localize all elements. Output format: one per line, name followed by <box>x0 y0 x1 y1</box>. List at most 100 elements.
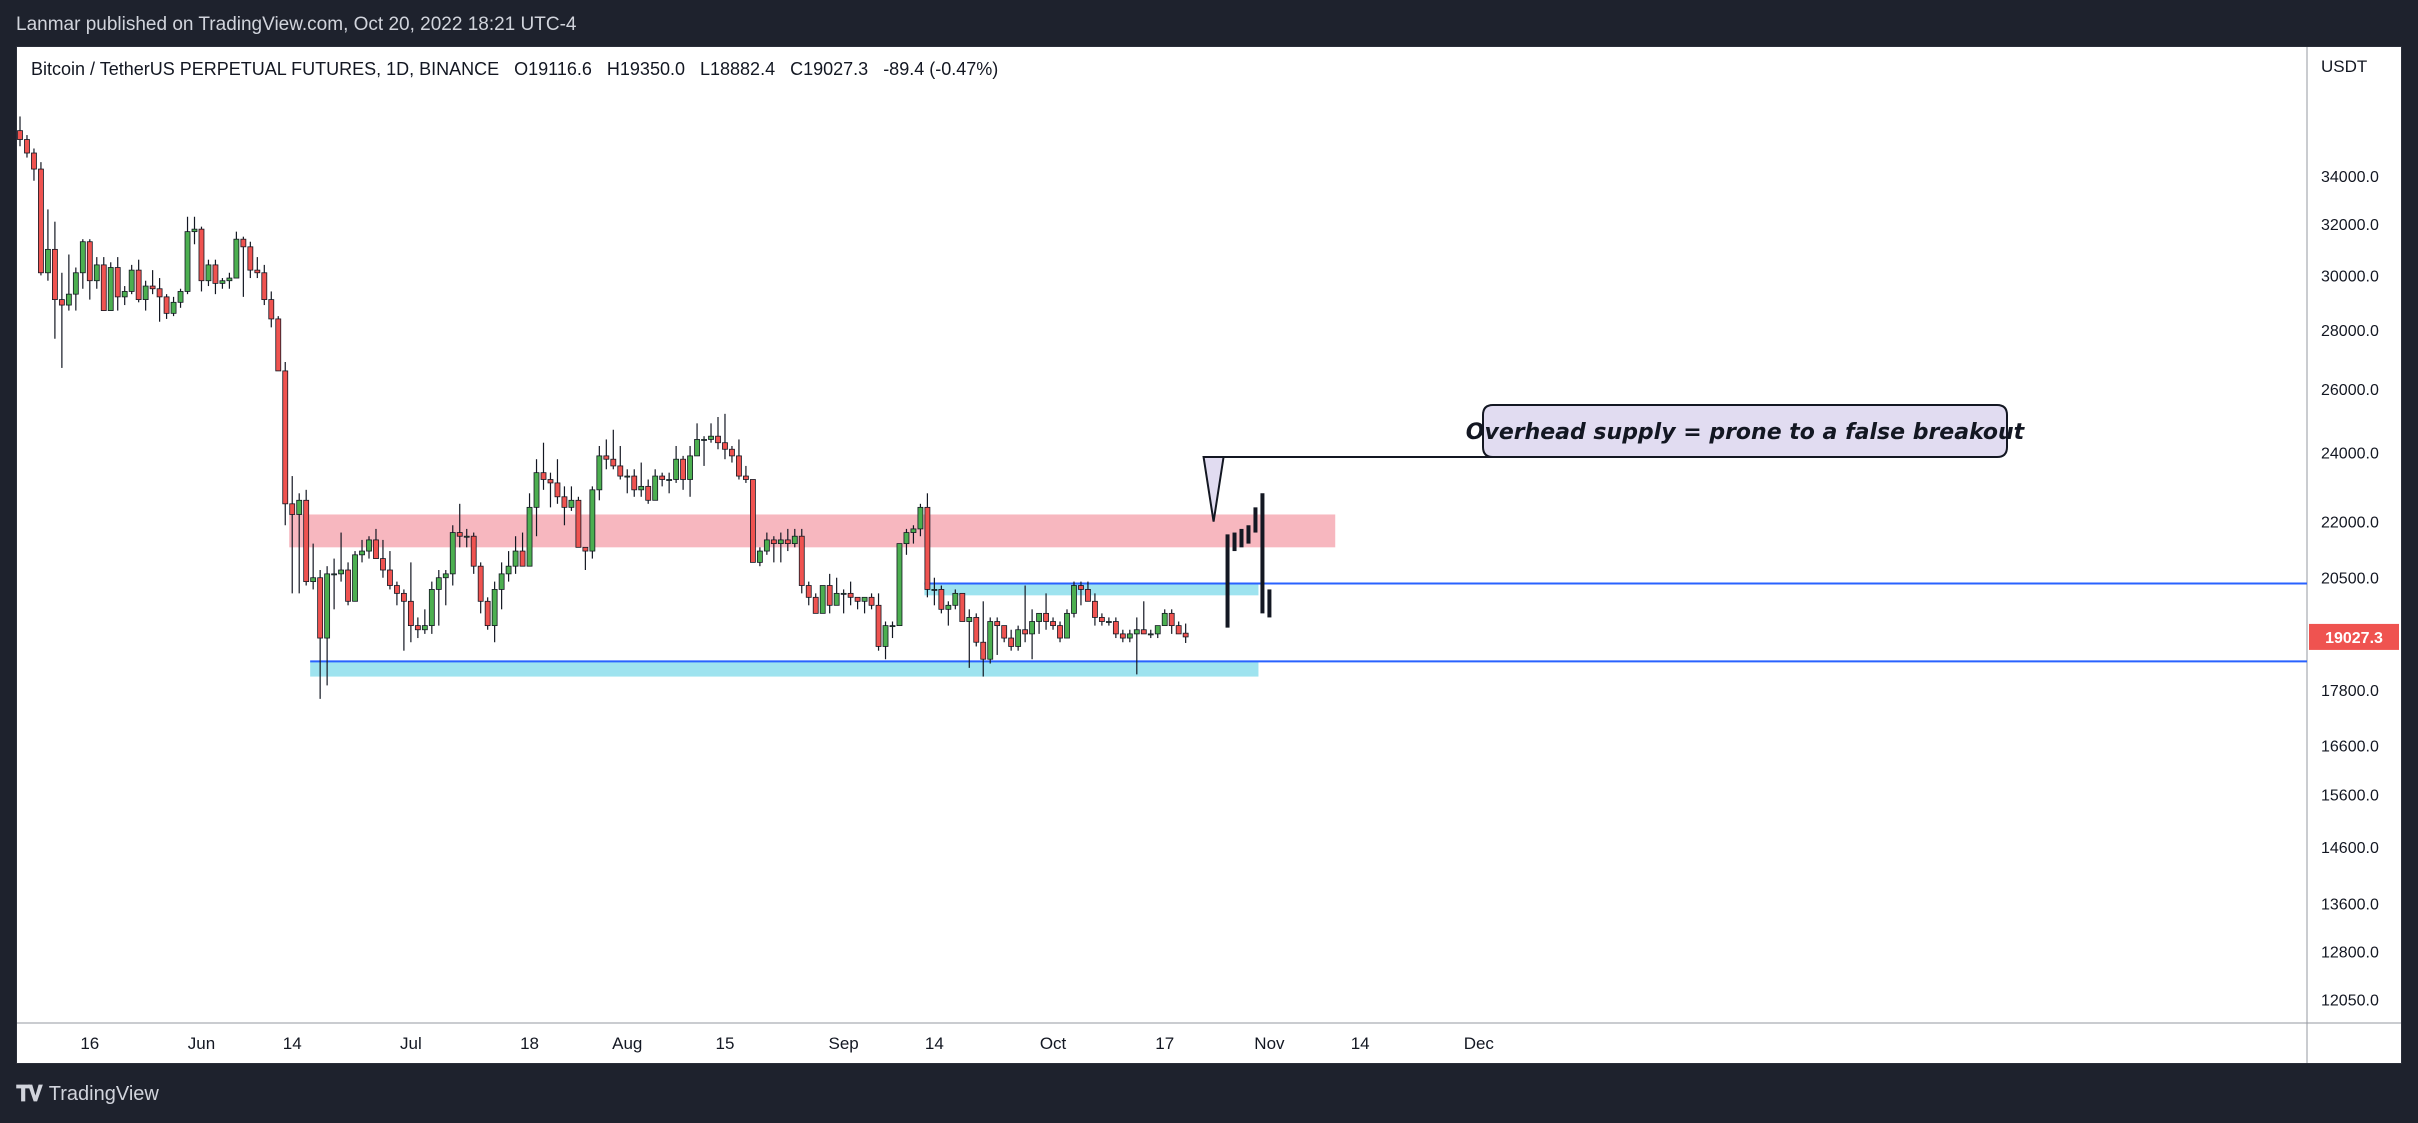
candle <box>373 528 379 559</box>
candle <box>519 532 526 567</box>
candle-body <box>882 625 889 647</box>
candle <box>317 570 324 699</box>
last-price-label: 19027.3 <box>2325 630 2383 647</box>
candle <box>359 539 365 563</box>
candle <box>470 532 477 574</box>
candle <box>805 581 812 606</box>
candle <box>582 546 589 571</box>
candle-body <box>254 269 261 274</box>
candle <box>533 459 540 537</box>
candle <box>226 272 233 289</box>
candle <box>652 469 659 501</box>
candle-body <box>526 506 533 567</box>
candle-body <box>121 291 128 298</box>
candle <box>1050 617 1056 630</box>
candle <box>463 528 470 548</box>
candle-body <box>770 539 777 545</box>
supply-zone <box>289 514 1336 548</box>
candle-body <box>463 535 470 538</box>
candle-body <box>240 238 247 248</box>
candle-body <box>854 596 861 602</box>
tradingview-logo[interactable]: 𝐓𝐕 TradingView <box>16 1081 159 1106</box>
candle <box>938 585 945 614</box>
candle <box>987 617 994 664</box>
time-axis-panel[interactable] <box>17 1023 2401 1063</box>
candle-body <box>896 543 903 627</box>
candle-body <box>645 485 652 501</box>
candle-body <box>1147 633 1154 636</box>
candle-body <box>666 479 673 481</box>
candle-body <box>1078 585 1084 590</box>
time-tick-label: 15 <box>716 1034 735 1053</box>
candle <box>798 528 805 594</box>
published-header: Lanmar published on TradingView.com, Oct… <box>0 0 2418 46</box>
candle <box>177 288 184 308</box>
candle <box>826 573 833 614</box>
zones-layer <box>289 514 2307 677</box>
candle <box>666 472 673 494</box>
price-axis-panel[interactable] <box>2307 47 2401 1023</box>
candle-body <box>282 370 289 505</box>
candle <box>791 528 798 548</box>
candle-body <box>128 269 135 292</box>
candle <box>980 601 987 677</box>
candle <box>854 596 861 610</box>
candle-body <box>149 285 156 290</box>
candle <box>17 116 23 147</box>
chart-panel[interactable]: Overhead supply = prone to a false break… <box>16 46 2402 1064</box>
candle <box>1126 629 1133 643</box>
candle-body <box>708 435 714 440</box>
candle-body <box>910 528 917 533</box>
candle <box>715 416 721 450</box>
candle <box>777 532 784 563</box>
candle-body <box>1015 629 1022 647</box>
candle <box>547 472 554 508</box>
candle-body <box>331 573 338 576</box>
candle <box>156 278 163 322</box>
candle <box>868 593 875 610</box>
time-tick-label: 14 <box>283 1034 302 1053</box>
candle <box>1161 609 1168 627</box>
candle-body <box>303 499 310 583</box>
candle <box>624 469 631 494</box>
candle-body <box>45 248 51 274</box>
candle-body <box>722 442 728 450</box>
candle-body <box>142 285 149 300</box>
demand-zone <box>310 661 1259 677</box>
candle-body <box>1126 633 1133 639</box>
candle-body <box>638 485 645 491</box>
candle <box>435 570 442 626</box>
candle <box>93 257 100 289</box>
candle-body <box>994 621 1001 627</box>
candle-body <box>589 489 596 552</box>
candle <box>959 592 966 622</box>
callout-bubble[interactable] <box>1202 404 2008 522</box>
candle <box>763 532 770 555</box>
candle-body <box>366 539 372 552</box>
candle <box>456 503 463 548</box>
candle <box>1168 609 1175 634</box>
candle <box>380 539 386 578</box>
candle-body <box>505 565 512 575</box>
price-tick-label: 26000.0 <box>2321 382 2379 399</box>
candle <box>52 221 58 339</box>
candle-body <box>924 506 931 590</box>
candle <box>38 162 44 276</box>
candle <box>324 566 331 686</box>
candle-body <box>1064 612 1070 639</box>
candle <box>442 570 449 606</box>
callout-layer[interactable]: Overhead supply = prone to a false break… <box>1202 404 2026 522</box>
candle <box>505 551 512 582</box>
candle <box>819 585 826 614</box>
candle <box>219 278 226 289</box>
change-value: -89.4 (-0.47%) <box>883 59 999 79</box>
candle-body <box>310 577 317 583</box>
candle-body <box>763 539 770 552</box>
chart-svg[interactable]: Overhead supply = prone to a false break… <box>17 47 2401 1063</box>
x-axis-layer: 16 Jun 14 Jul 18 Aug 15 Sep 14 Oct 17 Nov 14 Dec <box>80 1034 1494 1053</box>
candle <box>603 439 610 470</box>
candle-body <box>317 577 324 639</box>
candle <box>1015 625 1022 651</box>
candle <box>128 264 135 295</box>
candle-body <box>421 625 428 631</box>
